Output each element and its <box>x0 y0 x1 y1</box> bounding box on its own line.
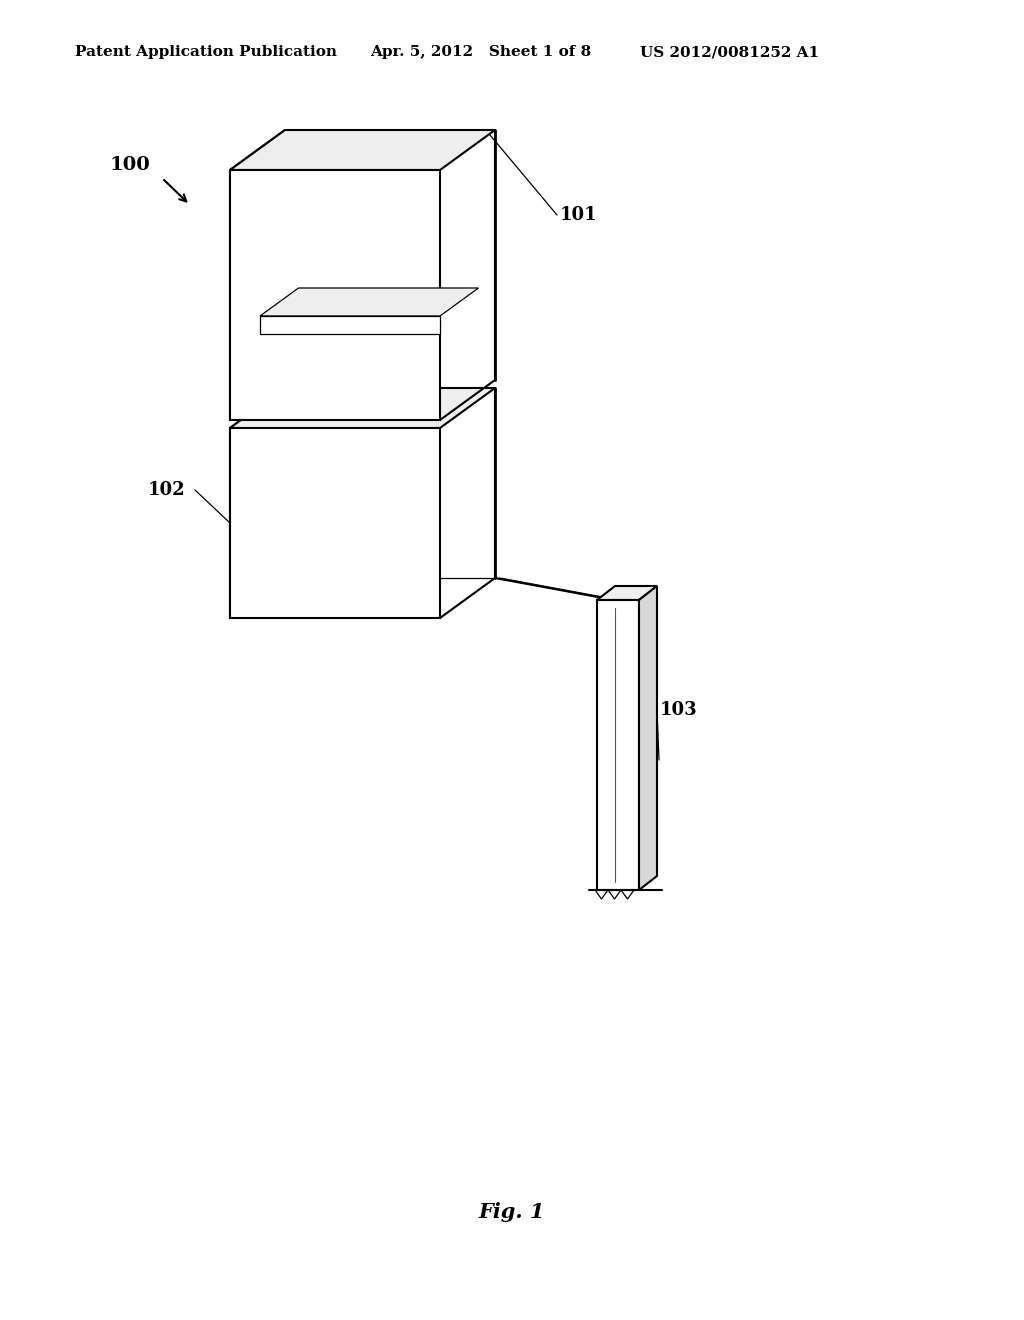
Polygon shape <box>230 170 440 420</box>
Text: 101: 101 <box>560 206 598 224</box>
Polygon shape <box>230 388 495 428</box>
Polygon shape <box>230 129 285 420</box>
Polygon shape <box>260 288 478 315</box>
Polygon shape <box>230 388 285 618</box>
Text: 103: 103 <box>660 701 697 719</box>
Text: 100: 100 <box>110 156 151 174</box>
Text: 102: 102 <box>148 480 185 499</box>
Text: Fig. 1: Fig. 1 <box>479 1203 545 1222</box>
Polygon shape <box>230 129 495 170</box>
Text: Apr. 5, 2012   Sheet 1 of 8: Apr. 5, 2012 Sheet 1 of 8 <box>370 45 591 59</box>
Polygon shape <box>597 601 639 890</box>
Polygon shape <box>230 428 440 618</box>
Polygon shape <box>597 586 657 601</box>
Text: Patent Application Publication: Patent Application Publication <box>75 45 337 59</box>
Text: US 2012/0081252 A1: US 2012/0081252 A1 <box>640 45 819 59</box>
Polygon shape <box>260 315 440 334</box>
Polygon shape <box>639 586 657 890</box>
